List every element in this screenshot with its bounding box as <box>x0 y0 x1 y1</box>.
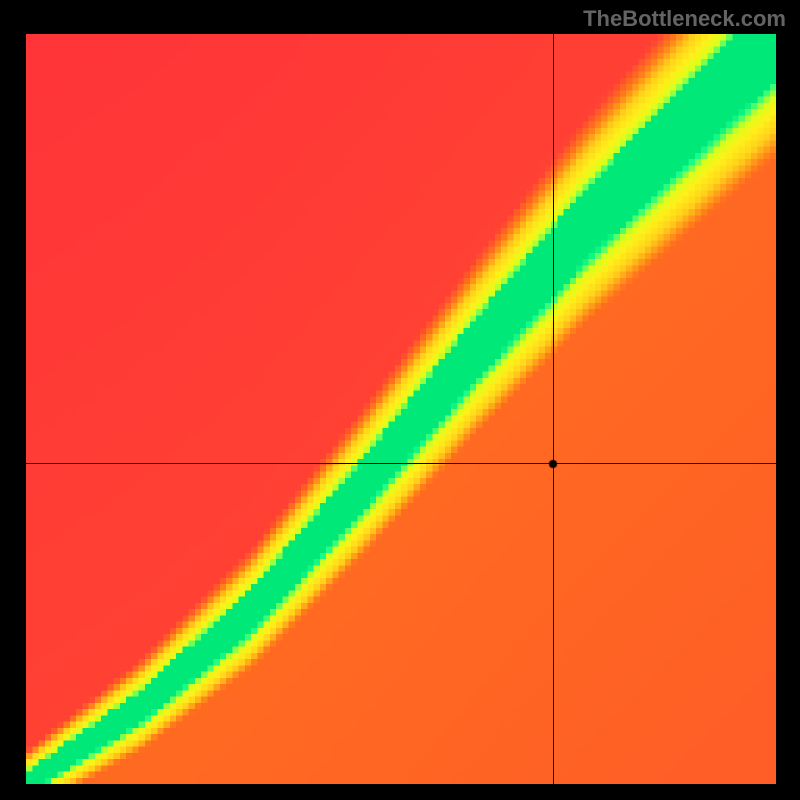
crosshair-vertical <box>553 34 554 784</box>
chart-container: TheBottleneck.com <box>0 0 800 800</box>
crosshair-horizontal <box>26 463 776 464</box>
crosshair-marker <box>548 459 558 469</box>
bottleneck-heatmap <box>26 34 776 784</box>
watermark-text: TheBottleneck.com <box>583 6 786 32</box>
